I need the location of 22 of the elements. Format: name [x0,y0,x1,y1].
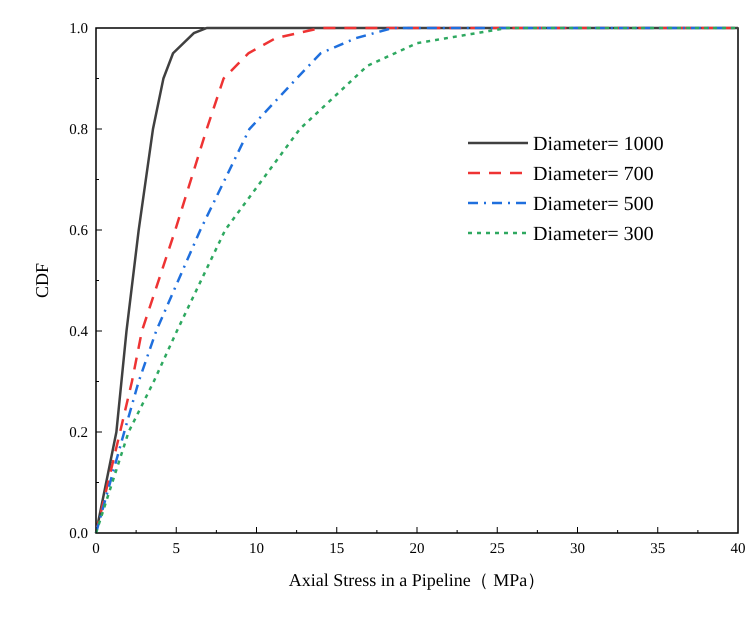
x-tick-label: 15 [329,541,344,557]
x-tick-label: 10 [249,541,264,557]
line-series [94,26,740,534]
legend-label: Diameter= 1000 [533,133,664,155]
legend-label: Diameter= 700 [533,163,654,185]
legend-label: Diameter= 300 [533,223,654,245]
y-tick-label: 0.2 [69,425,88,441]
x-tick-label: 30 [570,541,585,557]
y-tick-label: 0.4 [69,324,88,340]
x-tick-label: 20 [410,541,424,557]
x-tick-label: 5 [172,541,180,557]
x-axis-title: Axial Stress in a Pipeline（ MPa） [288,570,546,590]
y-tick-label: 0.0 [69,526,88,542]
y-tick-label: 0.8 [69,122,88,138]
y-axis-title: CDF [32,262,52,298]
y-tick-label: 1.0 [69,21,88,37]
x-tick-label: 35 [650,541,666,557]
x-tick-label: 40 [730,541,746,557]
y-tick-label: 0.6 [69,223,88,239]
legend-label: Diameter= 500 [533,193,654,215]
x-tick-label: 0 [92,541,100,557]
x-tick-label: 25 [490,541,505,557]
